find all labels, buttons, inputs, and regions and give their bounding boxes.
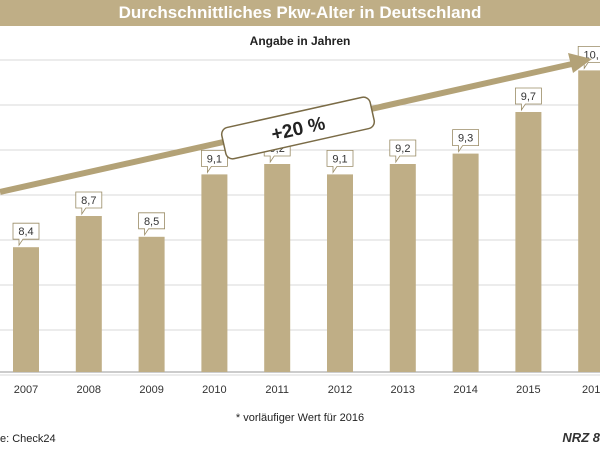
footnote: * vorläufiger Wert für 2016 xyxy=(235,412,365,424)
bar xyxy=(264,164,291,372)
publisher-logo: NRZ 8 xyxy=(562,430,600,445)
x-tick-label: 2013 xyxy=(391,384,415,396)
data-label-bubble xyxy=(389,139,417,164)
data-label-bubble xyxy=(326,150,354,174)
x-tick-label: 2012 xyxy=(328,384,352,396)
source-note: e: Check24 xyxy=(0,433,56,445)
data-label: 9,7 xyxy=(521,91,536,103)
bar xyxy=(515,112,542,372)
x-tick-label: 2007 xyxy=(14,384,38,396)
data-label-bubble xyxy=(515,87,542,112)
x-tick-label: 2010 xyxy=(202,384,226,396)
x-tick-label: 2014 xyxy=(453,384,477,396)
data-label: 8,7 xyxy=(81,195,96,207)
data-label-bubble xyxy=(75,191,103,216)
bar xyxy=(201,174,228,372)
logo-tail: 8 xyxy=(592,430,600,445)
data-label: 9,1 xyxy=(207,153,222,165)
x-tick-label: 2011 xyxy=(265,384,289,396)
chart-subtitle: Angabe in Jahren xyxy=(249,34,351,48)
bar xyxy=(13,247,39,372)
chart-title: Durchschnittliches Pkw-Alter in Deutschl… xyxy=(0,0,600,26)
data-label: 9,2 xyxy=(395,143,410,155)
bar xyxy=(138,236,165,372)
bar xyxy=(389,164,416,372)
x-tick-label: 2015 xyxy=(516,384,540,396)
trend-arrow-head xyxy=(568,53,592,73)
trend-label-box xyxy=(220,96,376,160)
x-tick-label: 2008 xyxy=(77,384,101,396)
logo-text: NRZ xyxy=(562,430,590,445)
data-label: 8,5 xyxy=(144,216,159,228)
x-tick-label: 201 xyxy=(582,384,600,396)
bar xyxy=(578,70,600,373)
bar xyxy=(75,216,102,372)
x-tick-label: 2009 xyxy=(139,384,163,396)
bar xyxy=(452,153,479,372)
data-label-bubble xyxy=(12,222,40,247)
data-label: 9,3 xyxy=(458,133,473,145)
data-label-bubble xyxy=(452,129,479,153)
data-label: 9,1 xyxy=(332,153,347,165)
bar xyxy=(327,174,353,372)
data-label-bubble xyxy=(138,212,165,237)
data-label: 8,4 xyxy=(18,226,33,238)
